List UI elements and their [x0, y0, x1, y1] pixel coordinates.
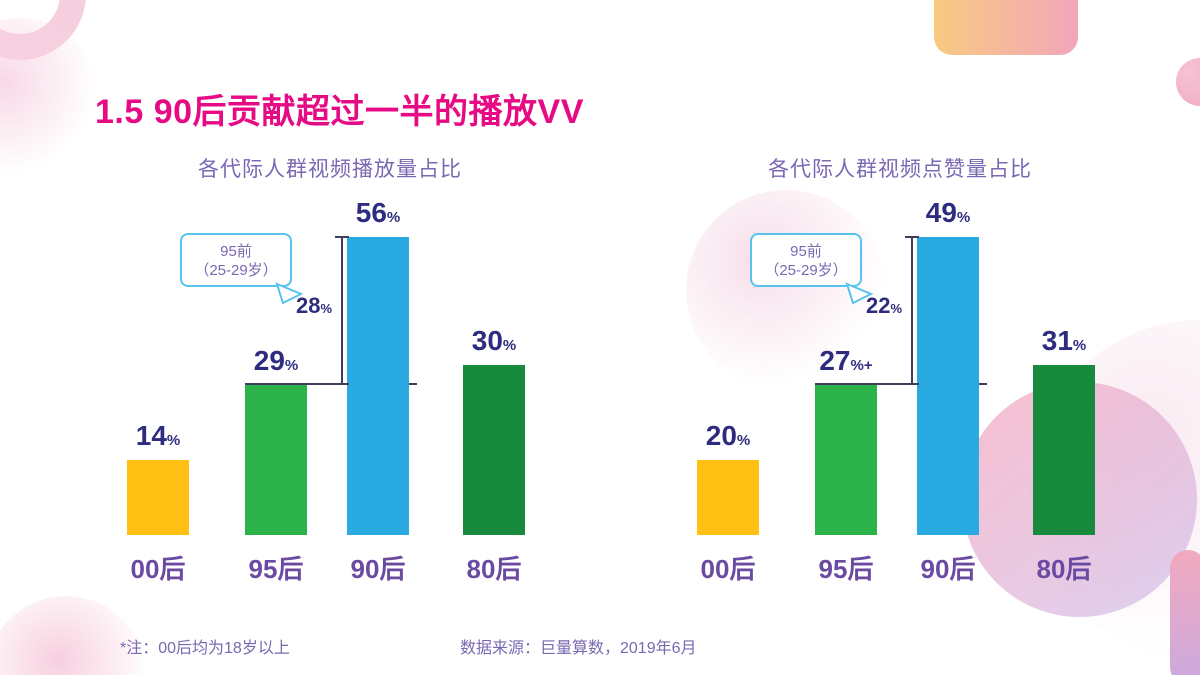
dimension-bracket [335, 236, 349, 385]
value-label-80后: 30% [471, 325, 517, 356]
chart-like-volume-share: 各代际人群视频点赞量占比 20% 00后 27%+ 95后 49% 90后 31% 80后 2… [670, 145, 1130, 615]
value-label-95后: 27%+ [819, 345, 873, 376]
bracket-label-suffix: % [320, 301, 332, 316]
page-title: 1.5 90后贡献超过一半的播放VV [95, 93, 584, 131]
chart-title-play: 各代际人群视频播放量占比 [198, 158, 462, 181]
category-label-80后: 80后 [466, 554, 522, 584]
bracket-label: 28% [240, 293, 332, 319]
value-label-00后: 20% [705, 420, 751, 451]
bar-90后 [347, 237, 409, 535]
category-label-00后: 00后 [130, 554, 186, 584]
bar-90后 [917, 237, 979, 535]
connector-line [245, 383, 417, 385]
category-label-90后: 90后 [350, 554, 406, 584]
data-source: 数据来源：巨量算数，2019年6月 [460, 640, 697, 657]
decor-bar-top-right [934, 0, 1078, 55]
bracket-label-suffix: % [890, 301, 902, 316]
category-label-95后: 95后 [248, 554, 304, 584]
callout-95pre: 95前 （25-29岁） [750, 233, 874, 305]
value-label-90后: 56% [355, 197, 401, 228]
value-label-90后: 49% [925, 197, 971, 228]
plot-area-like: 20% 00后 27%+ 95后 49% 90后 31% 80后 [670, 145, 1130, 615]
bracket-label: 22% [810, 293, 902, 319]
value-label-80后: 31% [1041, 325, 1087, 356]
plot-area-play: 14% 00后 29% 95后 56% 90后 30% 80后 [100, 145, 560, 615]
callout-line1: 95前 [220, 243, 252, 260]
category-label-80后: 80后 [1036, 554, 1092, 584]
decor-blob-top-left [0, 18, 100, 178]
callout-line2: （25-29岁） [764, 262, 848, 279]
callout-95pre: 95前 （25-29岁） [180, 233, 304, 305]
value-label-00后: 14% [135, 420, 181, 451]
callout-line1: 95前 [790, 243, 822, 260]
callout-tail [845, 282, 874, 305]
footnote: *注：00后均为18岁以上 [120, 640, 290, 657]
chart-play-volume-share: 各代际人群视频播放量占比 14% 00后 29% 95后 56% 90后 30% 80后 28… [100, 145, 560, 615]
dimension-bracket [905, 236, 919, 385]
bar-00后 [127, 460, 189, 535]
chart-title-like: 各代际人群视频点赞量占比 [768, 158, 1032, 181]
bracket-label-num: 22 [865, 293, 891, 318]
decor-circle-right-edge [1176, 58, 1200, 106]
bar-80后 [1033, 365, 1095, 535]
callout-line2: （25-29岁） [194, 262, 278, 279]
callout-tail [275, 282, 304, 305]
decor-bar-right-edge [1170, 550, 1200, 675]
bar-00后 [697, 460, 759, 535]
bracket-label-num: 28 [295, 293, 321, 318]
connector-line [815, 383, 987, 385]
category-label-00后: 00后 [700, 554, 756, 584]
category-label-90后: 90后 [920, 554, 976, 584]
bar-80后 [463, 365, 525, 535]
category-label-95后: 95后 [818, 554, 874, 584]
bar-95后 [245, 385, 307, 535]
value-label-95后: 29% [253, 345, 299, 376]
bar-95后 [815, 385, 877, 535]
